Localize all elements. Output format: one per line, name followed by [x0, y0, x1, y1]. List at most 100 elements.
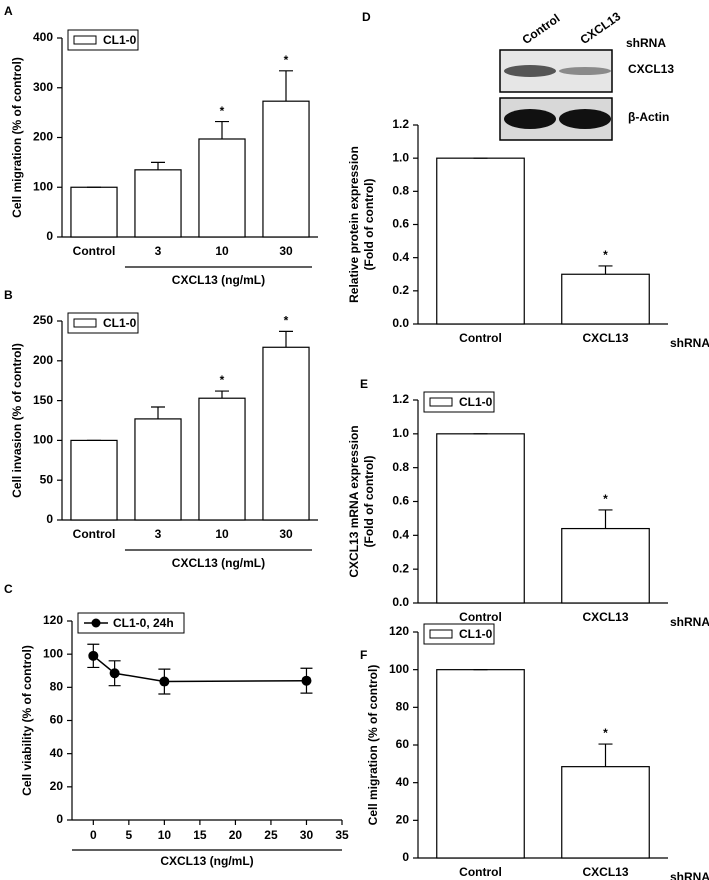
y-axis-label: Cell migration (% of control): [366, 665, 380, 826]
y-tick-label: 0.8: [392, 184, 409, 198]
y-tick-label: 0.8: [392, 460, 409, 474]
y-tick-label: 0.4: [392, 250, 409, 264]
x-tick-label: CXCL13: [582, 610, 628, 624]
y-tick-label: 60: [50, 713, 64, 727]
x-tick-label: 30: [279, 244, 293, 258]
group-label: shRNA: [670, 615, 709, 629]
legend-symbol: [73, 35, 97, 45]
y-tick-label: 0.2: [392, 561, 409, 575]
x-tick-label: 10: [215, 527, 229, 541]
blot-band: [504, 65, 556, 77]
bar: [436, 433, 525, 604]
blot-band: [559, 109, 611, 129]
panel-letter: F: [360, 648, 367, 662]
y-tick-label: 100: [43, 646, 63, 660]
error-bar: [279, 330, 293, 348]
legend-label: CL1-0: [103, 33, 137, 47]
y-tick-label: 150: [33, 393, 53, 407]
band-label: β-Actin: [628, 110, 669, 124]
y-axis-label: (Fold of control): [362, 456, 376, 548]
y-tick-label: 0.0: [392, 316, 409, 330]
bar: [436, 157, 525, 325]
line: [92, 655, 307, 683]
bar: [134, 169, 182, 238]
y-tick-label: 0.0: [392, 595, 409, 609]
y-tick-label: 200: [33, 353, 53, 367]
x-tick-label: 5: [125, 828, 132, 842]
legend-box: [67, 312, 139, 334]
y-tick-label: 1.2: [392, 117, 409, 131]
y-tick-label: 100: [33, 433, 53, 447]
y-tick-label: 40: [50, 746, 64, 760]
panel-letter: A: [4, 4, 13, 18]
significance-mark: *: [603, 248, 608, 262]
legend-symbol: [73, 318, 97, 328]
group-label: shRNA: [670, 870, 709, 880]
y-tick-label: 0.6: [392, 217, 409, 231]
y-tick-label: 120: [43, 613, 63, 627]
x-tick-label: Control: [73, 244, 116, 258]
x-axis-label: CXCL13 (ng/mL): [160, 854, 253, 868]
bar: [198, 397, 246, 521]
bar: [70, 186, 118, 238]
x-tick-label: 35: [335, 828, 349, 842]
x-tick-label: Control: [73, 527, 116, 541]
legend-box: [67, 29, 139, 51]
y-tick-label: 1.2: [392, 392, 409, 406]
bar: [134, 418, 182, 521]
panel-letter: E: [360, 377, 368, 391]
error-bar: [598, 743, 613, 767]
x-tick-label: 3: [155, 244, 162, 258]
x-tick-label: CXCL13: [582, 331, 628, 345]
y-tick-label: 0: [46, 512, 53, 526]
bar: [262, 346, 310, 521]
error-bar: [279, 70, 293, 102]
x-tick-label: CXCL13: [582, 865, 628, 879]
y-axis-label: Relative protein expression: [347, 146, 361, 303]
x-tick-label: Control: [459, 610, 502, 624]
lane-label: CXCL13: [578, 9, 624, 47]
marker: [109, 668, 120, 679]
group-label: shRNA: [670, 336, 709, 350]
y-tick-label: 100: [389, 662, 409, 676]
group-label: CXCL13 (ng/mL): [172, 556, 265, 570]
bar: [436, 669, 525, 859]
significance-mark: *: [220, 373, 225, 387]
significance-mark: *: [284, 53, 289, 67]
significance-mark: *: [284, 314, 289, 328]
y-tick-label: 60: [396, 737, 410, 751]
legend-box: [423, 391, 495, 413]
y-axis-label: Cell invasion (% of control): [10, 343, 24, 498]
y-axis-label: CXCL13 mRNA expression: [347, 425, 361, 577]
legend-label: CL1-0: [103, 316, 137, 330]
y-tick-label: 0: [402, 850, 409, 864]
error-bar: [598, 265, 613, 275]
lane-label: Control: [520, 11, 563, 47]
y-tick-label: 100: [33, 179, 53, 193]
panel-letter: B: [4, 288, 13, 302]
y-tick-label: 20: [50, 779, 64, 793]
error-bar: [215, 120, 229, 139]
legend-symbol: [429, 629, 453, 639]
legend-symbol: [91, 618, 101, 628]
x-tick-label: 30: [279, 527, 293, 541]
bar: [198, 138, 246, 238]
y-tick-label: 120: [389, 624, 409, 638]
y-tick-label: 0.2: [392, 283, 409, 297]
significance-mark: *: [220, 104, 225, 118]
significance-mark: *: [603, 726, 608, 740]
y-tick-label: 80: [50, 680, 64, 694]
panel-letter: D: [362, 10, 371, 24]
legend-box: [423, 623, 495, 645]
blot-group-label: shRNA: [626, 36, 666, 50]
legend-symbol: [429, 397, 453, 407]
marker: [159, 676, 170, 687]
y-tick-label: 300: [33, 80, 53, 94]
y-tick-label: 80: [396, 700, 410, 714]
blot-band: [559, 67, 611, 75]
y-tick-label: 200: [33, 130, 53, 144]
bar: [70, 439, 118, 521]
x-tick-label: 20: [229, 828, 243, 842]
legend-label: CL1-0, 24h: [113, 616, 174, 630]
